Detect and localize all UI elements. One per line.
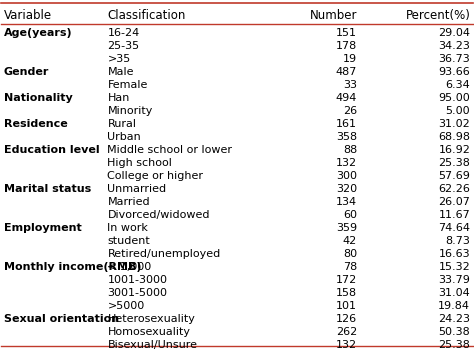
- Text: 151: 151: [336, 28, 357, 38]
- Text: 5.00: 5.00: [446, 106, 470, 116]
- Text: 95.00: 95.00: [438, 93, 470, 103]
- Text: Age(years): Age(years): [4, 28, 73, 38]
- Text: Divorced/widowed: Divorced/widowed: [108, 210, 210, 220]
- Text: 34.23: 34.23: [438, 41, 470, 51]
- Text: 6.34: 6.34: [446, 80, 470, 90]
- Text: High school: High school: [108, 158, 172, 168]
- Text: Heterosexuality: Heterosexuality: [108, 314, 195, 324]
- Text: 50.38: 50.38: [438, 327, 470, 337]
- Text: 494: 494: [336, 93, 357, 103]
- Text: 3001-5000: 3001-5000: [108, 288, 167, 298]
- Text: 57.69: 57.69: [438, 171, 470, 181]
- Text: Bisexual/Unsure: Bisexual/Unsure: [108, 340, 197, 350]
- Text: 320: 320: [336, 184, 357, 194]
- Text: 132: 132: [336, 158, 357, 168]
- Text: Married: Married: [108, 197, 150, 207]
- Text: 74.64: 74.64: [438, 223, 470, 233]
- Text: Gender: Gender: [4, 67, 49, 77]
- Text: 358: 358: [336, 132, 357, 142]
- Text: 134: 134: [336, 197, 357, 207]
- Text: Monthly income(RMB): Monthly income(RMB): [4, 262, 141, 272]
- Text: Percent(%): Percent(%): [405, 9, 470, 22]
- Text: Unmarried: Unmarried: [108, 184, 166, 194]
- Text: Number: Number: [310, 9, 357, 22]
- Text: Urban: Urban: [108, 132, 141, 142]
- Text: Nationality: Nationality: [4, 93, 73, 103]
- Text: In work: In work: [108, 223, 148, 233]
- Text: >5000: >5000: [108, 301, 145, 311]
- Text: 359: 359: [336, 223, 357, 233]
- Text: Sexual orientation: Sexual orientation: [4, 314, 119, 324]
- Text: Retired/unemployed: Retired/unemployed: [108, 249, 221, 259]
- Text: 33.79: 33.79: [438, 275, 470, 285]
- Text: 25.38: 25.38: [438, 340, 470, 350]
- Text: 31.02: 31.02: [438, 119, 470, 129]
- Text: Rural: Rural: [108, 119, 137, 129]
- Text: 19: 19: [343, 54, 357, 64]
- Text: 300: 300: [336, 171, 357, 181]
- Text: Marital status: Marital status: [4, 184, 91, 194]
- Text: 62.26: 62.26: [438, 184, 470, 194]
- Text: Female: Female: [108, 80, 148, 90]
- Text: 132: 132: [336, 340, 357, 350]
- Text: 33: 33: [343, 80, 357, 90]
- Text: student: student: [108, 236, 150, 246]
- Text: 487: 487: [336, 67, 357, 77]
- Text: Han: Han: [108, 93, 130, 103]
- Text: 16.63: 16.63: [438, 249, 470, 259]
- Text: 262: 262: [336, 327, 357, 337]
- Text: 25-35: 25-35: [108, 41, 139, 51]
- Text: >35: >35: [108, 54, 131, 64]
- Text: < 1,000: < 1,000: [108, 262, 152, 272]
- Text: 158: 158: [336, 288, 357, 298]
- Text: Employment: Employment: [4, 223, 82, 233]
- Text: 8.73: 8.73: [446, 236, 470, 246]
- Text: 16-24: 16-24: [108, 28, 140, 38]
- Text: Education level: Education level: [4, 145, 100, 155]
- Text: 31.04: 31.04: [438, 288, 470, 298]
- Text: 178: 178: [336, 41, 357, 51]
- Text: 15.32: 15.32: [438, 262, 470, 272]
- Text: College or higher: College or higher: [108, 171, 203, 181]
- Text: 25.38: 25.38: [438, 158, 470, 168]
- Text: 68.98: 68.98: [438, 132, 470, 142]
- Text: 126: 126: [336, 314, 357, 324]
- Text: 11.67: 11.67: [438, 210, 470, 220]
- Text: Middle school or lower: Middle school or lower: [108, 145, 232, 155]
- Text: Variable: Variable: [4, 9, 52, 22]
- Text: Classification: Classification: [108, 9, 186, 22]
- Text: 26.07: 26.07: [438, 197, 470, 207]
- Text: 60: 60: [343, 210, 357, 220]
- Text: Male: Male: [108, 67, 134, 77]
- Text: 16.92: 16.92: [438, 145, 470, 155]
- Text: 161: 161: [336, 119, 357, 129]
- Text: 19.84: 19.84: [438, 301, 470, 311]
- Text: 26: 26: [343, 106, 357, 116]
- Text: Residence: Residence: [4, 119, 67, 129]
- Text: Minority: Minority: [108, 106, 153, 116]
- Text: 88: 88: [343, 145, 357, 155]
- Text: 80: 80: [343, 249, 357, 259]
- Text: 36.73: 36.73: [438, 54, 470, 64]
- Text: 24.23: 24.23: [438, 314, 470, 324]
- Text: 29.04: 29.04: [438, 28, 470, 38]
- Text: 93.66: 93.66: [438, 67, 470, 77]
- Text: 1001-3000: 1001-3000: [108, 275, 167, 285]
- Text: 101: 101: [336, 301, 357, 311]
- Text: 42: 42: [343, 236, 357, 246]
- Text: 78: 78: [343, 262, 357, 272]
- Text: 172: 172: [336, 275, 357, 285]
- Text: Homosexuality: Homosexuality: [108, 327, 191, 337]
